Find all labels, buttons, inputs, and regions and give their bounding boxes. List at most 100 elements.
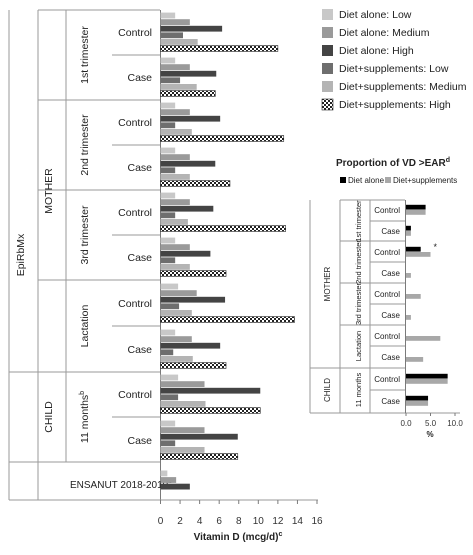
bar-diet-alone-low [160,57,176,64]
inset-title: Proportion of VD >EARd [336,157,450,169]
x-tick-label: 12 [272,516,284,527]
main-row-labels: Control Case Control Case Control Case Control… [118,27,152,447]
bar-diet-alone-low [160,283,179,290]
bar-diet-supplements-medium [160,264,190,270]
bar-diet-alone-medium [160,109,190,115]
legend-swatch [322,27,333,38]
legend-label: Diet+supplements: Low [339,63,449,75]
bar-diet-supplements-high [160,362,227,369]
bar-diet-alone-high [160,115,221,122]
row-label-control: Control [118,389,152,401]
bar-diet-supplements-high [160,453,239,460]
inset-group-2nd: 2nd trimester [354,240,363,284]
bar-diet-alone-medium [160,19,190,25]
bar-diet-alone-low [160,329,176,336]
bar-diet-supplements-medium [160,129,192,135]
bar-diet-alone-high [160,387,261,394]
bar-diet-alone-medium [160,64,190,70]
group-label-3rd-trimester: 3rd trimester [79,205,91,264]
inset-legend: Diet alone Diet+supplements [340,176,457,185]
row-label-control: Control [118,207,152,219]
bar-diet-supplements-medium [160,447,205,453]
main-x-axis: 0 2 4 6 8 10 12 14 16 [158,500,323,527]
legend-swatch [322,45,333,56]
bar-diet-alone-high [160,483,190,490]
inset-row-label-case: Case [381,311,400,320]
inset-bar-diet-supplements [406,401,429,406]
inset-row-label-control: Control [374,290,400,299]
bar-diet-alone-medium [160,154,190,160]
inset-bar-diet-supplements [406,210,426,215]
inset-bar-diet-supplements [406,252,431,257]
x-tick-label: 4 [197,516,203,527]
inset-legend-label: Diet alone [348,176,385,185]
inset-bar-diet-supplements [406,231,411,236]
bar-diet-alone-low [160,470,168,477]
row-label-control: Control [118,298,152,310]
row-label-case: Case [127,252,152,264]
bar-diet-alone-low [160,147,176,154]
inset-bar-diet-supplements [406,336,441,341]
inset-chart-frame [309,199,460,414]
bar-diet-alone-high [160,250,211,257]
row-label-case: Case [127,435,152,447]
mother-label: MOTHER [43,168,55,214]
inset-bar-diet-alone [406,204,426,210]
bar-diet-supplements-low [160,257,176,264]
legend-label: Diet+supplements: High [339,99,451,111]
inset-bar-diet-supplements [406,315,411,320]
bar-diet-alone-medium [160,427,205,433]
row-label-case: Case [127,344,152,356]
bar-diet-supplements-low [160,167,176,174]
bar-diet-alone-medium [160,336,192,342]
bar-diet-supplements-high [160,225,286,232]
bar-diet-alone-medium [160,290,197,296]
child-label: CHILD [43,401,55,433]
legend-swatch [322,9,333,20]
x-tick-label: 16 [311,516,323,527]
bar-diet-alone-high [160,160,216,167]
bar-diet-alone-high [160,342,221,349]
inset-x-axis: 0.0 5.0 10.0 [400,413,463,428]
inset-legend-swatch [340,177,346,183]
inset-child-label: CHILD [323,378,332,402]
bar-diet-alone-low [160,237,176,244]
x-tick-label: 2 [177,516,183,527]
bar-diet-supplements-medium [160,401,206,407]
inset-bar-diet-supplements [406,273,411,278]
inset-row-label-case: Case [381,353,400,362]
legend-swatch [322,63,333,74]
bar-diet-supplements-high [160,407,261,414]
bar-diet-supplements-medium [160,219,188,225]
svg-text:11 monthsb: 11 monthsb [79,391,91,443]
legend-label: Diet+supplements: Medium [339,81,467,93]
group-label-2nd-trimester: 2nd trimester [79,114,91,176]
group-label-11-months-superscript: b [79,391,86,395]
bar-diet-alone-high [160,296,226,303]
inset-group-11-months: 11 months [354,373,363,408]
legend-swatch [321,98,334,111]
main-chart-labels: EpiRbMx MOTHER CHILD 1st trimester 2nd t… [15,26,172,491]
svg-text:ENSANUT 2018-2019b: ENSANUT 2018-2019b [70,478,172,491]
bar-diet-supplements-medium [160,84,197,90]
inset-mother-label: MOTHER [323,266,332,301]
bar-diet-supplements-low [160,440,176,447]
bar-diet-alone-high [160,205,214,212]
main-x-axis-title: Vitamin D (mcg/d)c [194,531,283,543]
x-tick-label: 14 [292,516,304,527]
row-label-control: Control [118,117,152,129]
inset-row-labels: Control Case Control Case Control Case Control… [374,206,400,406]
inset-legend-label: Diet+supplements [393,176,457,185]
bar-diet-supplements-high [160,45,279,52]
bar-diet-alone-medium [160,244,190,250]
inset-bar-diet-alone [406,373,448,379]
inset-row-label-control: Control [374,332,400,341]
bar-diet-alone-high [160,25,223,32]
bar-diet-supplements-high [160,180,231,187]
inset-x-tick-label: 0.0 [400,419,412,428]
inset-x-tick-label: 5.0 [425,419,437,428]
inset-row-label-case: Case [381,269,400,278]
inset-row-label-control: Control [374,206,400,215]
bar-diet-supplements-high [160,316,295,323]
